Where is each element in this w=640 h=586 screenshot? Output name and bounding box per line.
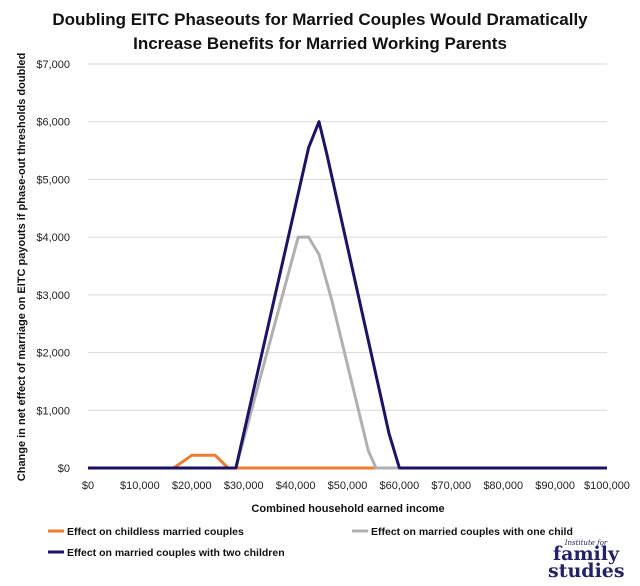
chart-title-line-2: Increase Benefits for Married Working Pa…	[133, 34, 507, 53]
legend-label: Effect on married couples with two child…	[67, 547, 285, 559]
y-tick-label: $7,000	[36, 59, 70, 71]
x-tick-label: $90,000	[535, 480, 575, 492]
legend-label: Effect on childless married couples	[67, 526, 244, 538]
grid-lines	[88, 63, 607, 469]
x-tick-label: $40,000	[276, 480, 316, 492]
y-tick-label: $5,000	[36, 174, 70, 186]
y-tick-label: $1,000	[36, 405, 70, 417]
y-tick-label: $3,000	[36, 290, 70, 302]
series-lines	[88, 120, 607, 470]
series-line-1	[88, 453, 379, 470]
x-tick-label: $20,000	[172, 480, 212, 492]
x-tick-label: $0	[82, 480, 94, 492]
x-axis-ticks: $0 $10,000 $20,000 $30,000 $40,000 $50,000 $60…	[82, 480, 630, 492]
y-tick-label: $4,000	[36, 232, 70, 244]
series-line-3	[88, 120, 607, 470]
logo-family-text: family	[552, 542, 620, 565]
x-axis-title: Combined household earned income	[251, 503, 444, 515]
chart-title-line-1: Doubling EITC Phaseouts for Married Coup…	[52, 10, 588, 29]
y-tick-label: $2,000	[36, 348, 70, 360]
logo-institute-text: Institute for	[564, 538, 608, 547]
y-axis-title: Change in net effect of marriage on EITC…	[16, 53, 28, 481]
legend: Effect on childless married couples Effec…	[48, 526, 573, 559]
x-tick-label: $80,000	[483, 480, 523, 492]
institute-for-family-studies-logo: Institute for family studies	[548, 538, 625, 582]
y-axis-ticks: $0 $1,000 $2,000 $3,000 $4,000 $5,000 $6,000 $7…	[36, 59, 70, 475]
y-tick-label: $6,000	[36, 117, 70, 129]
logo-studies-text: studies	[548, 559, 625, 582]
y-tick-label: $0	[58, 463, 70, 475]
legend-label: Effect on married couples with one child	[371, 526, 573, 538]
x-tick-label: $60,000	[380, 480, 420, 492]
x-tick-label: $70,000	[431, 480, 471, 492]
x-tick-label: $10,000	[120, 480, 160, 492]
series-line-2	[234, 235, 405, 470]
x-tick-label: $30,000	[224, 480, 264, 492]
x-tick-label: $100,000	[584, 480, 630, 492]
x-tick-label: $50,000	[328, 480, 368, 492]
